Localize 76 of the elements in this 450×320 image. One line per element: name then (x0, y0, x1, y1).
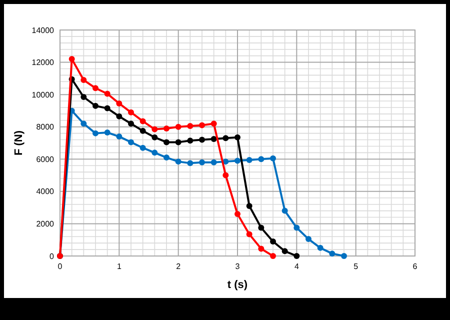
point (92, 130, 98, 136)
point (234, 134, 240, 140)
point (104, 90, 110, 97)
x-tick-label: 3 (235, 262, 240, 271)
point (140, 118, 146, 124)
point (282, 248, 288, 254)
point (317, 244, 324, 251)
point (246, 202, 252, 209)
point (294, 253, 300, 259)
point (258, 224, 264, 231)
point (187, 123, 194, 130)
point (116, 113, 122, 120)
y-tick-label: 12000 (32, 58, 55, 68)
y-tick-label: 6000 (36, 154, 55, 164)
point (175, 158, 182, 165)
point (140, 128, 146, 134)
point (80, 77, 87, 84)
x-tick-label: 1 (116, 262, 122, 271)
point (222, 172, 229, 178)
point (270, 253, 276, 259)
point (234, 158, 240, 164)
x-tick-label: 2 (176, 262, 182, 271)
point (199, 159, 205, 166)
point (270, 155, 276, 162)
x-tick-label: 6 (412, 262, 418, 271)
point (282, 208, 288, 214)
point (128, 109, 134, 116)
point (210, 159, 217, 166)
point (234, 211, 240, 218)
point (294, 224, 300, 231)
x-tick-label: 0 (58, 262, 63, 271)
point (175, 124, 182, 130)
point (164, 125, 170, 132)
point (68, 56, 75, 62)
point (222, 135, 229, 142)
x-tick-label: 5 (354, 262, 359, 271)
y-tick-label: 8000 (36, 122, 55, 132)
y-tick-label: 0 (50, 252, 55, 261)
y-tick-label: 4000 (36, 187, 55, 196)
point (175, 139, 182, 146)
point (140, 144, 146, 151)
y-tick-label: 10000 (32, 90, 55, 100)
point (80, 94, 87, 100)
point (104, 105, 110, 112)
point (104, 130, 110, 136)
point (92, 85, 98, 92)
point (128, 120, 134, 127)
point (164, 154, 170, 161)
point (341, 253, 347, 259)
point (258, 156, 264, 162)
point (164, 139, 170, 146)
point (258, 246, 264, 252)
point (152, 150, 158, 156)
x-axis-title: t (s) (227, 279, 248, 291)
point (187, 160, 194, 166)
point (246, 156, 252, 163)
point (128, 139, 134, 146)
point (152, 126, 158, 132)
x-tick-label: 4 (294, 262, 300, 271)
point (152, 134, 158, 140)
point (210, 136, 217, 142)
point (92, 102, 98, 109)
point (210, 120, 217, 127)
point (199, 122, 205, 128)
y-tick-label: 14000 (32, 26, 55, 35)
y-tick-label: 2000 (36, 220, 55, 229)
point (329, 250, 336, 257)
point (80, 120, 87, 127)
point (246, 231, 252, 238)
point (116, 134, 122, 140)
y-axis-title: F (N) (13, 130, 25, 156)
point (306, 236, 312, 242)
point (199, 136, 205, 143)
point (270, 238, 276, 244)
point (116, 100, 122, 106)
point (187, 138, 194, 144)
